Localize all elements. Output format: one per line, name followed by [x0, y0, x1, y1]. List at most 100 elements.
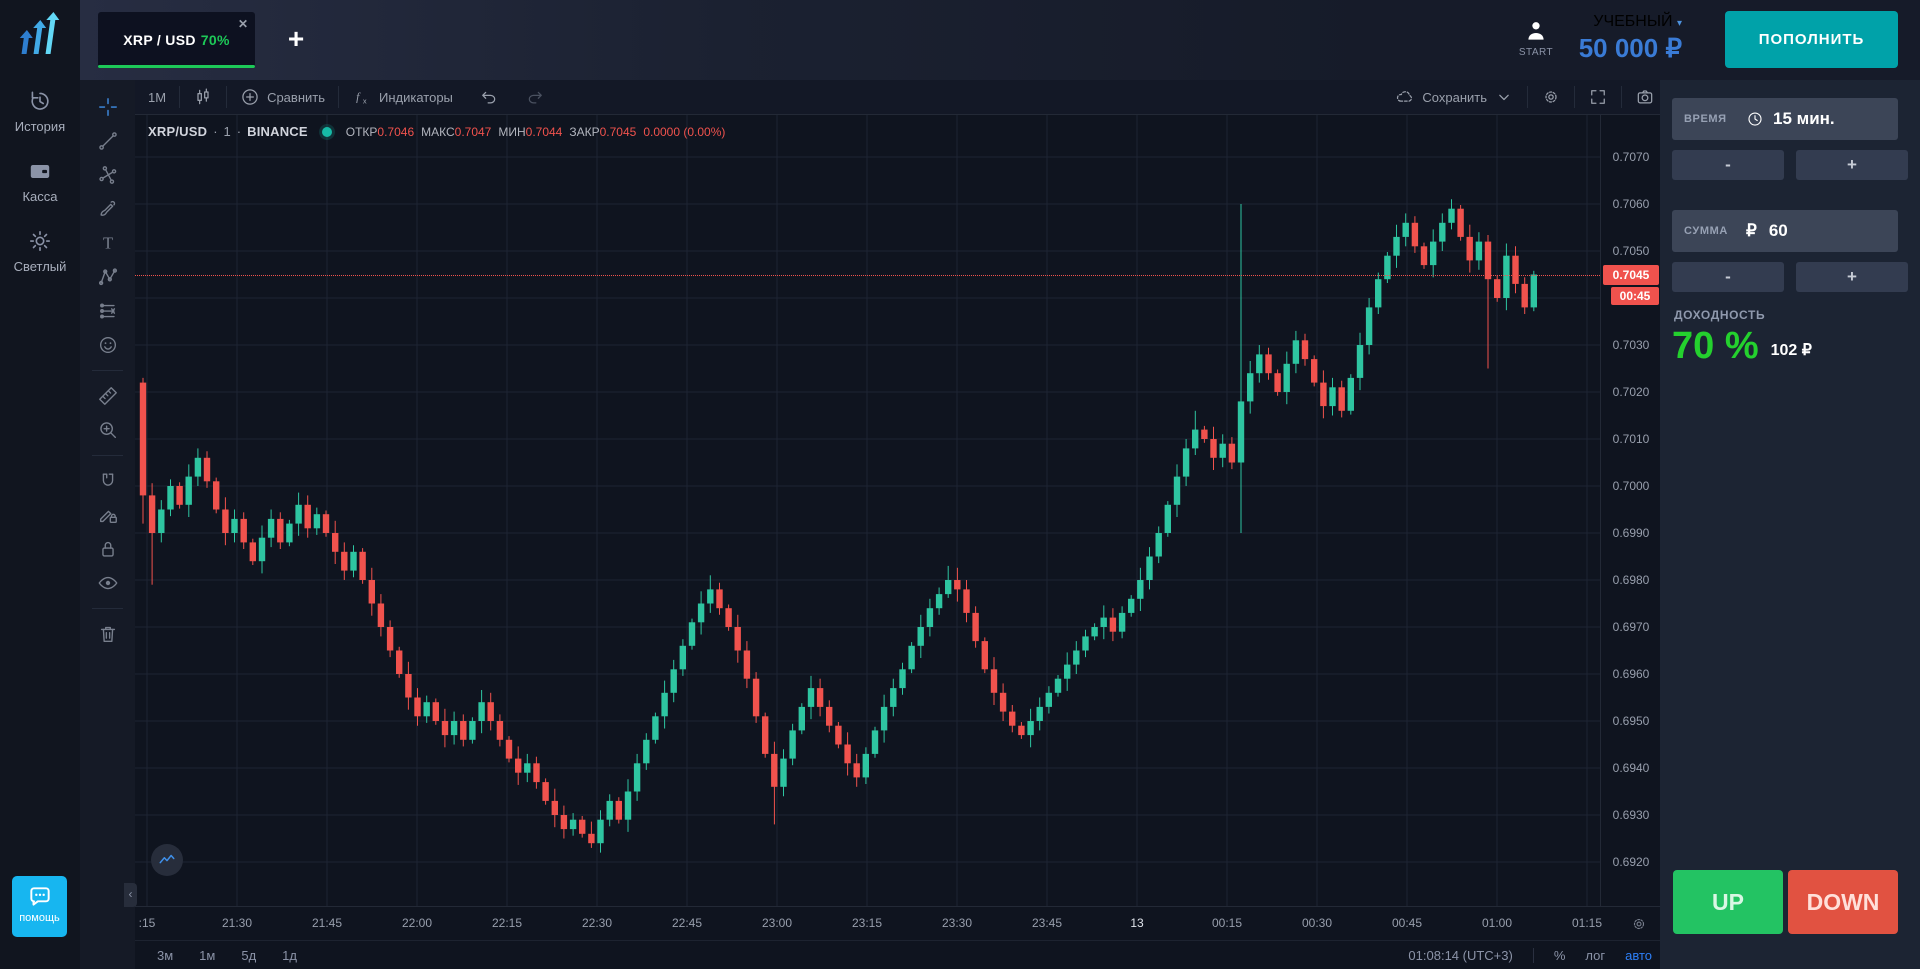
sidebar-item-cashier[interactable]: Касса — [0, 158, 80, 206]
time-axis[interactable]: :15 21:30 21:45 22:00 22:15 22:30 22:45 23:00 23… — [135, 906, 1668, 940]
balance-amount: 50 000 ₽ — [1578, 33, 1682, 63]
price-axis-label: 0.7030 — [1612, 338, 1650, 353]
help-label: помощь — [19, 912, 60, 924]
tool-measure[interactable] — [80, 379, 135, 413]
tool-xabcd-pattern[interactable] — [80, 260, 135, 294]
tool-position-tool[interactable] — [80, 294, 135, 328]
chart-settings-button[interactable] — [1528, 80, 1574, 115]
time-axis-settings-icon[interactable] — [1630, 915, 1648, 933]
undo-button[interactable] — [466, 80, 512, 115]
save-layout-button[interactable]: Сохранить — [1382, 80, 1527, 115]
clock-utc[interactable]: 01:08:14 (UTC+3) — [1408, 947, 1513, 963]
range-button-1м[interactable]: 1м — [199, 947, 216, 963]
sidebar-item-history[interactable]: История — [0, 88, 80, 136]
tool-lock-drawings[interactable] — [80, 532, 135, 566]
amount-increase-button[interactable]: + — [1796, 262, 1908, 292]
tool-drawing-mode[interactable] — [80, 498, 135, 532]
cross-line-icon — [97, 164, 119, 186]
range-button-3м[interactable]: 3м — [157, 947, 174, 963]
snapshot-button[interactable] — [1622, 80, 1668, 115]
sun-icon — [27, 228, 53, 254]
toolbar-separator — [92, 455, 123, 456]
down-button[interactable]: DOWN — [1788, 870, 1898, 934]
toolbar-separator — [1574, 86, 1575, 108]
top-bar: ✕ XRP / USD 70% + START УЧЕБНЫЙ ▾ 50 000 … — [80, 0, 1920, 80]
tool-zoom-in[interactable] — [80, 413, 135, 447]
range-button-5д[interactable]: 5д — [241, 947, 257, 963]
fullscreen-icon — [1588, 87, 1608, 107]
interval-button[interactable]: 1М — [148, 89, 167, 105]
xabcd-icon — [97, 266, 119, 288]
redo-button[interactable] — [512, 80, 558, 115]
tool-trend-line[interactable] — [80, 124, 135, 158]
account-button[interactable]: START — [1512, 18, 1560, 58]
time-axis-label: 22:15 — [491, 916, 523, 930]
toolbar-separator — [92, 370, 123, 371]
instrument-tab[interactable]: ✕ XRP / USD 70% — [98, 12, 255, 68]
position-icon — [97, 300, 119, 322]
time-axis-label: 22:30 — [581, 916, 613, 930]
candlestick-chart — [135, 115, 1600, 906]
time-decrease-button[interactable]: - — [1672, 150, 1784, 180]
fullscreen-button[interactable] — [1575, 80, 1621, 115]
range-button-1д[interactable]: 1д — [282, 947, 297, 963]
tool-remove-drawings[interactable] — [80, 617, 135, 651]
tool-crosshair[interactable] — [80, 90, 135, 124]
amount-decrease-button[interactable]: - — [1672, 262, 1784, 292]
redo-icon — [525, 87, 545, 107]
amount-field-value: 60 — [1768, 221, 1788, 240]
chart-logo-button[interactable] — [151, 844, 183, 876]
chart-type-button[interactable] — [180, 80, 226, 115]
time-axis-label: 22:00 — [401, 916, 433, 930]
sidebar-item-label: История — [14, 119, 66, 134]
time-axis-label: :15 — [138, 916, 156, 930]
log-scale-button[interactable]: лог — [1585, 947, 1606, 963]
tab-payout: 70% — [200, 32, 230, 48]
price-axis-label: 0.6940 — [1612, 761, 1650, 776]
toolbar-collapse-handle[interactable]: ‹ — [124, 883, 137, 907]
price-axis[interactable]: 0.7045 00:45 0.70700.70600.70500.70400.7… — [1600, 115, 1660, 906]
account-start-label: START — [1518, 47, 1554, 58]
mountain-chart-icon — [158, 851, 176, 869]
amount-field-label: СУММА — [1684, 225, 1728, 237]
deposit-button[interactable]: ПОПОЛНИТЬ — [1725, 11, 1898, 68]
tab-active-underline — [98, 65, 255, 68]
up-button[interactable]: UP — [1673, 870, 1783, 934]
current-price-line — [135, 274, 1600, 276]
toolbar-separator — [1527, 86, 1528, 108]
tool-emoji[interactable] — [80, 328, 135, 362]
add-tab-button[interactable]: + — [287, 23, 305, 54]
gear-icon — [1541, 87, 1561, 107]
trade-panel: ВРЕМЯ 15 мин. - + СУММА ₽ 60 - + ДОХОДНО… — [1660, 80, 1920, 969]
tool-brush[interactable] — [80, 192, 135, 226]
tool-magnet[interactable] — [80, 464, 135, 498]
chart-plot[interactable]: XRP/USD · 1 · BINANCE ОТКР0.7046 МАКС0.70… — [135, 115, 1600, 906]
time-field[interactable]: ВРЕМЯ 15 мин. — [1672, 98, 1898, 140]
brush-icon — [97, 198, 119, 220]
price-axis-label: 0.7050 — [1612, 244, 1650, 259]
price-axis-label: 0.7070 — [1612, 150, 1650, 165]
sidebar-item-theme[interactable]: Светлый — [0, 228, 80, 276]
chart-bottom-bar: 3м 1м 5д 1д 01:08:14 (UTC+3) % лог авто — [135, 940, 1668, 969]
legend-ohlc: ОТКР0.7046 МАКС0.7047 МИН0.7044 ЗАКР0.7045 0… — [345, 124, 726, 139]
price-axis-label: 0.6950 — [1612, 714, 1650, 729]
balance-block[interactable]: УЧЕБНЫЙ ▾ 50 000 ₽ — [1520, 13, 1682, 64]
time-axis-label: 21:30 — [221, 916, 253, 930]
tool-cross-line[interactable] — [80, 158, 135, 192]
time-increase-button[interactable]: + — [1796, 150, 1908, 180]
market-status-icon — [321, 126, 332, 137]
percent-scale-button[interactable]: % — [1553, 947, 1566, 963]
text-icon: T — [97, 232, 119, 254]
time-field-value: 15 мин. — [1773, 109, 1835, 128]
auto-scale-button[interactable]: авто — [1625, 947, 1652, 963]
tool-hide-drawings[interactable] — [80, 566, 135, 600]
tool-text[interactable]: T — [80, 226, 135, 260]
compare-button[interactable]: Сравнить — [227, 80, 338, 115]
ruble-icon: ₽ — [1746, 221, 1757, 240]
amount-field[interactable]: СУММА ₽ 60 — [1672, 210, 1898, 252]
payout-amount: 102 ₽ — [1770, 342, 1812, 359]
tab-close-icon[interactable]: ✕ — [237, 17, 248, 31]
help-button[interactable]: помощь — [12, 876, 67, 937]
app-logo — [19, 12, 60, 54]
